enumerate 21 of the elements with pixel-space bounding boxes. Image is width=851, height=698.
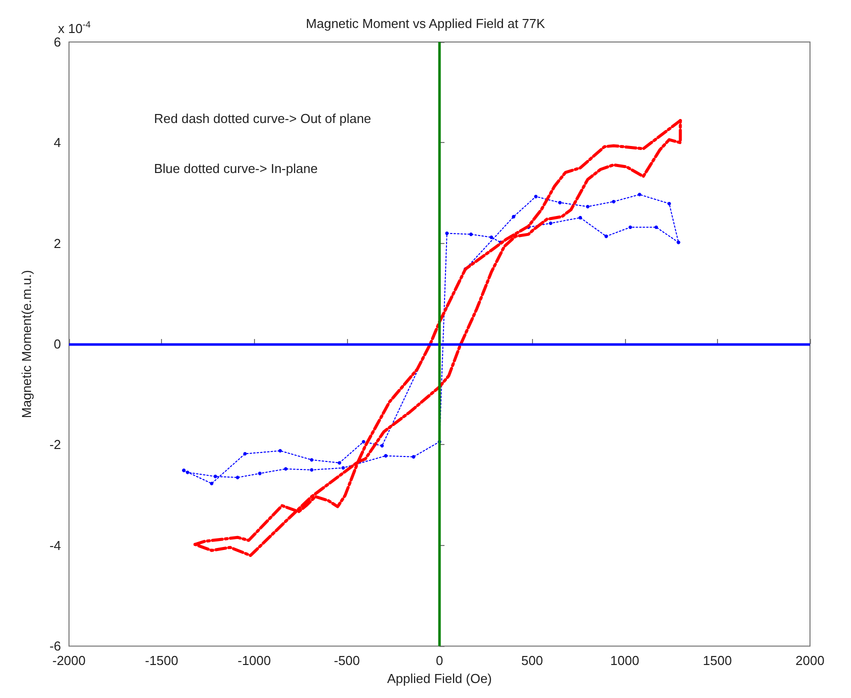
y-tick-label: 2 xyxy=(54,236,61,251)
x-tick-label: 1000 xyxy=(610,653,640,668)
x-tick-label: -1500 xyxy=(145,653,178,668)
y-tick-label: 6 xyxy=(54,34,61,50)
y-tick-label: -4 xyxy=(49,538,61,553)
x-tick-label: -500 xyxy=(334,653,360,668)
x-tick-label: -2000 xyxy=(52,653,86,668)
y-tick-label: 0 xyxy=(54,336,61,352)
annotation: Red dash dotted curve-> Out of plane xyxy=(154,111,372,126)
x-axis-title: Applied Field (Oe) xyxy=(387,671,492,686)
y-tick-label: -6 xyxy=(49,638,61,654)
x-tick-label: -1000 xyxy=(238,653,271,668)
x-tick-label: 1500 xyxy=(702,653,732,668)
x-tick-label: 2000 xyxy=(796,653,824,668)
y-tick-label: 4 xyxy=(54,135,61,150)
annotation: Blue dotted curve-> In-plane xyxy=(154,161,318,176)
y-axis-title: Magnetic Moment(e.m.u.) xyxy=(19,270,34,418)
x-tick-label: 500 xyxy=(521,653,543,668)
chart-title: Magnetic Moment vs Applied Field at 77K xyxy=(306,16,546,31)
y-tick-label: -2 xyxy=(49,437,61,452)
x-tick-label: 0 xyxy=(436,653,444,668)
